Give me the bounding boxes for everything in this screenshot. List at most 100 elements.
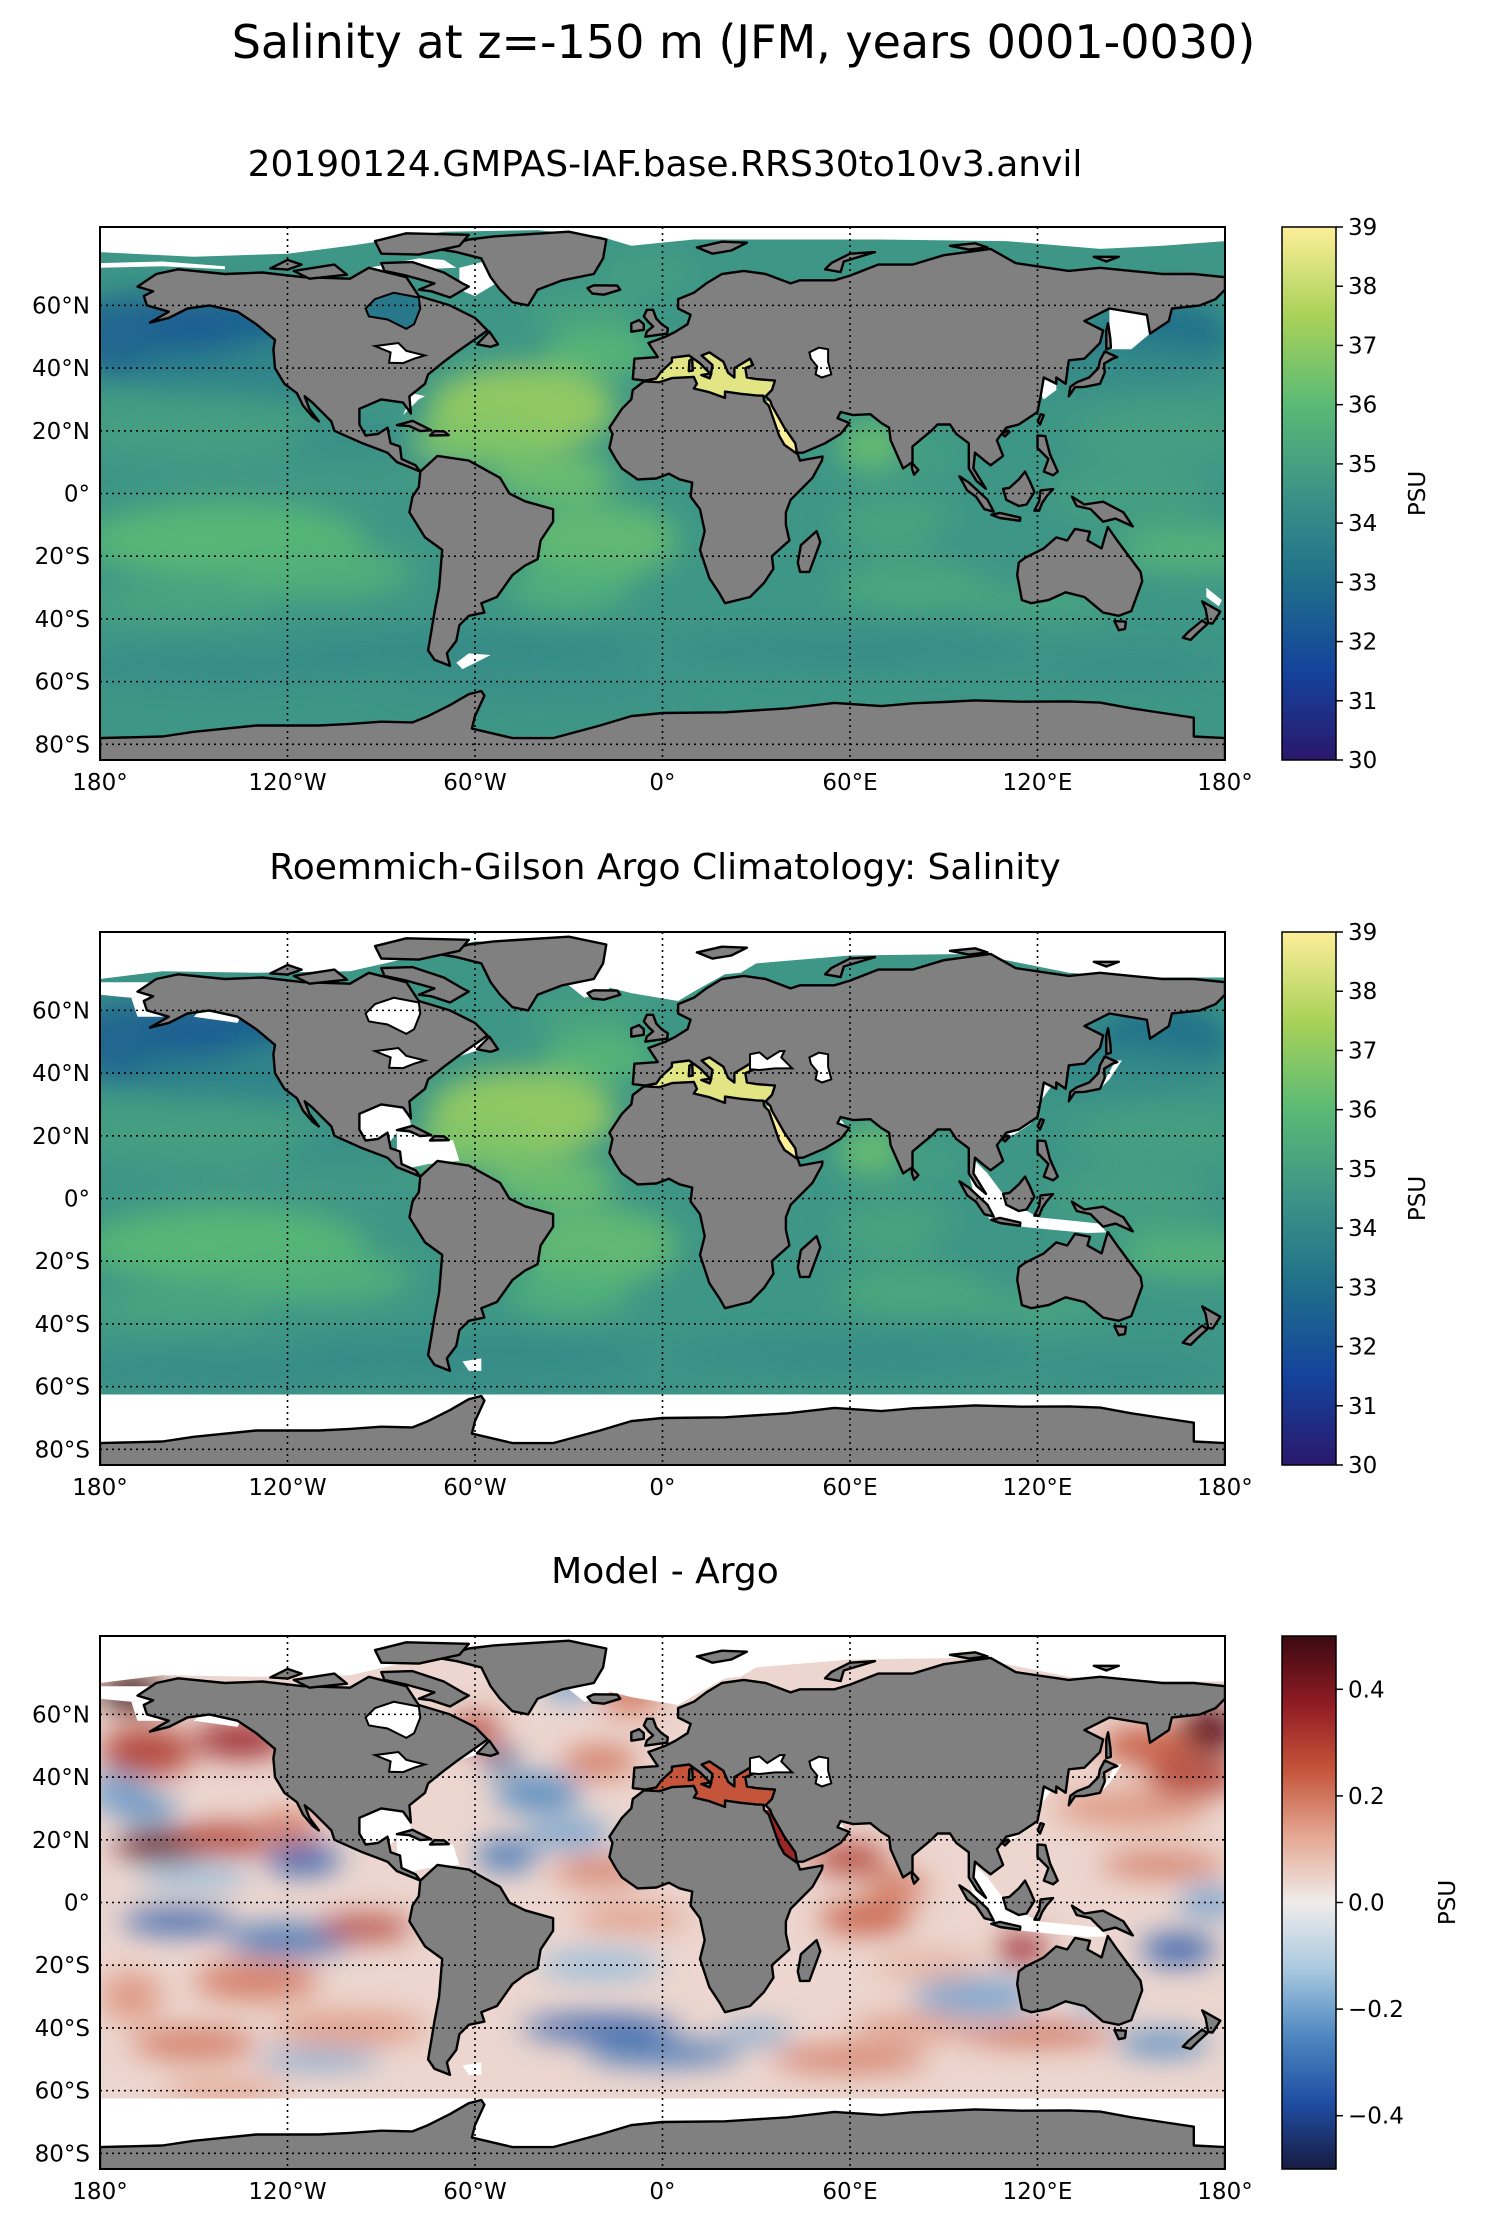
land-severnaya [948,242,989,251]
land-sakhalin [1105,322,1113,351]
lon-tick-label: 180° [72,770,127,796]
lon-tick-label: 0° [649,770,675,796]
land-tasmania [1113,619,1128,632]
panel-title-model: 20190124.GMPAS-IAF.base.RRS30to10v3.anvi… [247,144,1083,185]
land-sicily [700,1781,713,1789]
colorbar-tick-label: −0.2 [1348,1997,1404,2023]
panel-title-difference: Model - Argo [551,1551,779,1592]
lon-tick-label: 60°E [822,2179,877,2205]
lat-tick-label: 40°N [32,356,90,382]
land-africa [608,375,824,605]
land-ellesmere [373,937,470,961]
lat-tick-label: 60°S [35,2079,90,2105]
land-ireland [630,1727,645,1742]
land-ireland [630,1023,645,1038]
graticule [100,932,1225,1465]
land-iceland [586,284,622,296]
colorbar-tick-label: 35 [1348,452,1377,478]
land-sicily [700,372,713,380]
land-hainan [1000,429,1011,438]
land-sriLanka [910,461,920,476]
land-java [990,1216,1022,1228]
lon-tick-label: 0° [649,2179,675,2205]
land-hispaniola [428,1838,450,1846]
colorbar-tick-label: 32 [1348,630,1377,656]
colorbar-label: PSU [1405,1176,1431,1221]
lon-tick-label: 60°W [443,1475,507,1501]
land-greenland [436,230,608,307]
land-banks [269,963,303,976]
lon-tick-label: 60°E [822,1475,877,1501]
land-newGuinea [1070,1200,1135,1233]
map-frame [99,226,1226,761]
graticule [100,227,1225,760]
colorbar-tick-label: 36 [1348,393,1377,419]
land-sriLanka [910,1166,920,1181]
colorbar-tick-label: 38 [1348,274,1377,300]
colorbar-tick-label: 36 [1348,1098,1377,1124]
land-ireland [630,318,645,333]
land-japan [1067,1759,1119,1807]
land-victoriaIsl [292,968,349,985]
colorbar-tick-label: 30 [1348,1453,1377,1479]
land-severnaya [948,1651,989,1660]
land-australia [1016,525,1144,617]
land-madagascar [796,1234,822,1279]
lat-tick-label: 20°N [32,1828,90,1854]
lat-tick-label: 60°N [32,1702,90,1728]
lat-tick-label: 20°S [35,1953,90,1979]
colorbar-tick-label: −0.4 [1348,2104,1404,2130]
colorbar-tick-label: 37 [1348,333,1377,359]
land-novayaZemlya [823,955,877,979]
lat-tick-label: 40°S [35,2016,90,2042]
land-newZealandS [1181,1324,1209,1347]
colorbar-tick-label: 31 [1348,689,1377,715]
land-borneo [1001,1175,1036,1213]
land-newZealandS [1181,2028,1209,2051]
colorbar-tick-label: 37 [1348,1038,1377,1064]
land-banks [269,258,303,271]
land-novayaZemlya [823,250,877,274]
land-nzeml2 [1092,960,1121,968]
colorbar-tick-label: 39 [1348,920,1377,946]
land-hispaniola [428,429,450,437]
colorbar-label: PSU [1405,471,1431,516]
colorbar: 30 31 32 33 34 35 36 37 38 39 PSU [1281,920,1431,1479]
land-philippines [1036,1843,1060,1886]
land-severnaya [948,947,989,956]
land-greenland [436,935,608,1012]
land-taiwan [1036,413,1046,426]
lat-tick-label: 60°N [32,998,90,1024]
land-madagascar [796,529,822,574]
land-baffin [380,1669,470,1708]
land-newGuinea [1070,495,1135,528]
land-baffin [380,965,470,1004]
land-australia [1016,1934,1144,2027]
colorbar-tick-label: 31 [1348,1394,1377,1420]
lon-tick-label: 120°E [1003,1475,1073,1501]
land-tasmania [1113,2028,1128,2041]
land-hispaniola [428,1134,450,1142]
no-data-region [100,227,1225,670]
land-tasmania [1113,1324,1128,1337]
land-southAmerica [408,1863,555,2077]
land-newfoundland [475,1739,500,1758]
lon-tick-label: 120°W [248,2179,326,2205]
lon-tick-label: 120°E [1003,2179,1073,2205]
land-southAmerica [408,1159,555,1373]
land-sulawesi [1033,1896,1055,1921]
figure-title: Salinity at z=-150 m (JFM, years 0001-00… [231,15,1256,69]
lat-tick-label: 60°S [35,670,90,696]
land-banks [269,1667,303,1680]
land-newZealandN [1200,2009,1222,2034]
land-nzeml2 [1092,255,1121,263]
lat-tick-label: 80°S [35,2141,90,2167]
map-frame [99,931,1226,1466]
lat-tick-label: 20°N [32,419,90,445]
land-victoriaIsl [292,263,349,280]
land-ellesmere [373,1641,470,1665]
land-svalbard [695,240,749,255]
land-sulawesi [1033,1192,1055,1217]
land-newfoundland [475,330,500,348]
